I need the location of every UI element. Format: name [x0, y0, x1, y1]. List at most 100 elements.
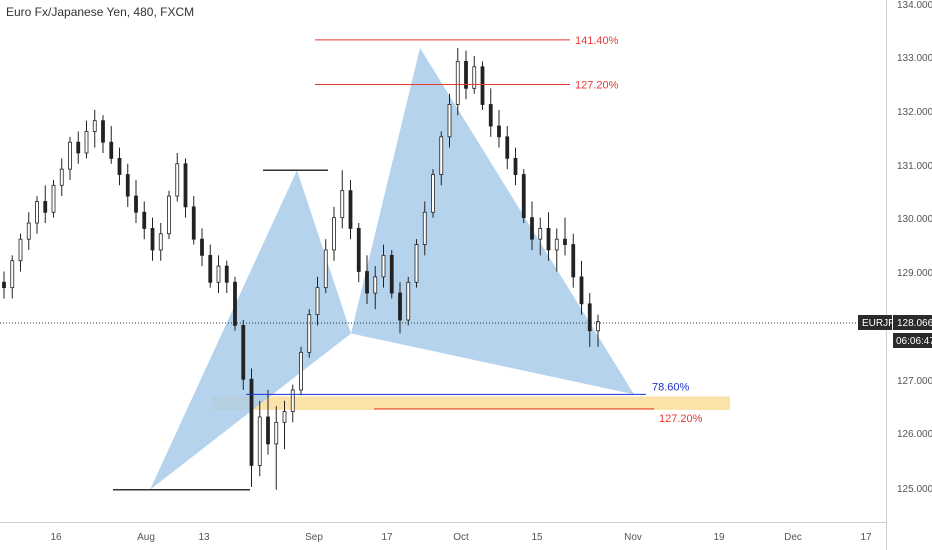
candle-body	[389, 254, 394, 294]
candle-body	[447, 104, 452, 138]
last-price-badge-bg	[893, 315, 932, 330]
candle-body	[2, 281, 6, 289]
candle	[554, 228, 559, 272]
price-tick: 126.000	[897, 429, 932, 440]
candle-body	[587, 303, 592, 332]
time-tick: Nov	[624, 532, 642, 543]
fib-level-label: 127.20%	[575, 80, 619, 92]
candle-body	[92, 120, 97, 132]
time-axis[interactable]: 16 Aug 13 Sep 17 Oct 15 Nov 19 Dec 17	[50, 532, 872, 543]
candle-body	[513, 157, 518, 175]
time-tick: 16	[50, 532, 62, 543]
candle	[373, 266, 378, 310]
candle-body	[422, 211, 427, 245]
candle	[2, 271, 6, 299]
candle-body	[18, 238, 23, 262]
fib-level: 78.60%	[246, 381, 690, 395]
candle	[488, 88, 493, 137]
harmonic-pattern-layer	[150, 47, 634, 490]
candle	[332, 206, 336, 261]
price-tick: 133.000	[897, 53, 932, 64]
candle-body	[282, 411, 287, 423]
candle	[513, 147, 518, 186]
candle-body	[431, 174, 435, 213]
candle-body	[472, 66, 477, 89]
candle	[158, 223, 163, 261]
candle	[233, 276, 237, 331]
candle-body	[101, 120, 105, 143]
candle-body	[76, 141, 81, 154]
price-tick: 134.000	[897, 0, 932, 11]
candle-body	[150, 227, 155, 251]
candle	[398, 282, 402, 334]
candle-body	[216, 265, 221, 283]
candle	[282, 400, 287, 450]
candle	[587, 293, 592, 347]
symbol-badge-text: EURJPY	[862, 318, 902, 329]
candle	[150, 217, 155, 261]
candle	[191, 196, 196, 245]
candle-body	[290, 389, 295, 412]
candle-body	[497, 125, 501, 138]
time-tick: 17	[381, 532, 393, 543]
candle-body	[200, 238, 204, 256]
candle-body	[257, 416, 262, 466]
time-tick: 19	[713, 532, 725, 543]
candle	[422, 201, 427, 256]
candle	[224, 260, 229, 294]
target-zone-layer	[212, 396, 730, 410]
candle-body	[307, 314, 312, 353]
candle-body	[356, 227, 361, 272]
fib-level-label: 127.20%	[659, 413, 703, 425]
candle	[455, 47, 460, 116]
candle-body	[546, 227, 551, 251]
candle	[274, 406, 279, 490]
candle-body	[233, 281, 237, 326]
candle	[348, 179, 353, 240]
candle	[10, 255, 15, 299]
candle	[59, 158, 64, 197]
candle-body	[134, 195, 138, 213]
candle	[84, 120, 89, 159]
time-tick: 15	[531, 532, 543, 543]
price-axis[interactable]: 134.000 133.000 132.000 131.000 130.000 …	[897, 0, 932, 495]
candle	[35, 196, 39, 234]
countdown-badge-bg	[893, 333, 932, 348]
candle-body	[191, 206, 196, 240]
candle	[266, 390, 270, 455]
candle	[142, 201, 147, 240]
time-tick: Sep	[305, 532, 323, 543]
candle-body	[398, 292, 402, 321]
pattern-bcd-triangle	[351, 47, 634, 395]
candle	[563, 217, 567, 256]
candle-body	[563, 238, 567, 245]
fib-level-label: 78.60%	[652, 381, 690, 393]
candle	[117, 147, 122, 186]
candle	[68, 136, 72, 180]
candle	[183, 158, 188, 218]
candle-body	[373, 276, 378, 294]
last-price-badge-text: 128.066	[897, 318, 932, 329]
candle	[381, 244, 386, 288]
candle	[249, 368, 254, 487]
price-tick: 132.000	[897, 107, 932, 118]
candle-body	[439, 136, 444, 175]
candle-body	[455, 60, 460, 105]
candle-body	[167, 195, 171, 235]
candle-body	[323, 249, 328, 289]
target-zone	[212, 396, 730, 410]
candle	[472, 56, 477, 94]
candle-body	[579, 276, 584, 305]
candle-body	[158, 233, 163, 251]
candle	[464, 50, 468, 100]
fib-level: 127.20%	[374, 408, 703, 425]
candle-body	[530, 217, 534, 240]
swing-lines-layer	[113, 169, 328, 491]
candle-body	[464, 60, 468, 89]
candle	[92, 109, 97, 148]
candle	[546, 212, 551, 261]
candle-body	[414, 244, 419, 283]
candle	[480, 61, 485, 110]
candle-body	[68, 141, 72, 170]
